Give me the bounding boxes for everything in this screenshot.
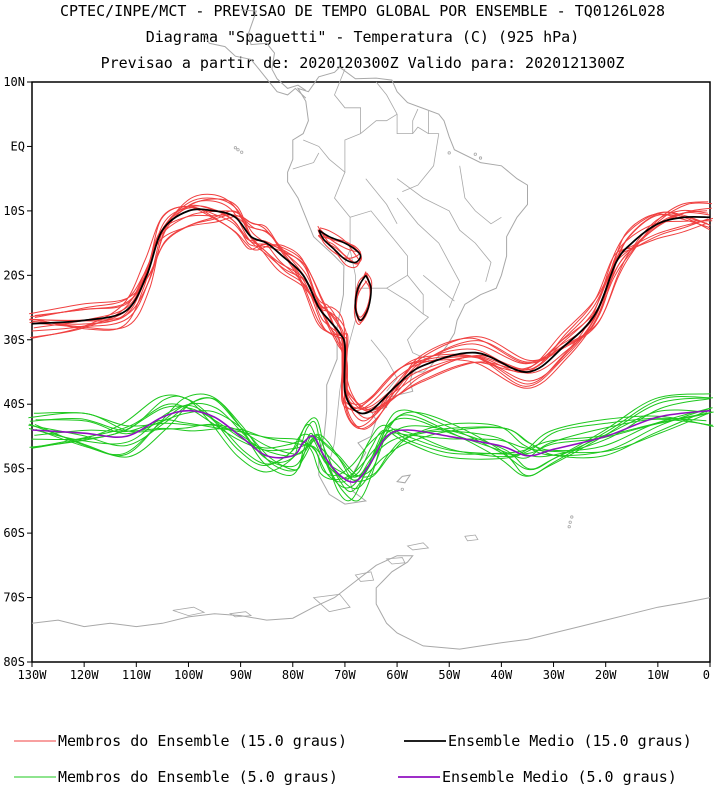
ensemble-member-15-line <box>31 205 713 409</box>
ensemble-mean-15-line <box>31 208 711 415</box>
y-tick-label: 10N <box>3 75 25 89</box>
x-tick-label: 0 <box>703 668 710 682</box>
x-tick-label: 10W <box>647 668 669 682</box>
y-tick-label: 60S <box>3 526 25 540</box>
legend: Membros do Ensemble (15.0 graus) Ensemble… <box>14 732 692 786</box>
ensemble-mean-15-line <box>354 274 372 322</box>
x-tick-label: 110W <box>122 668 152 682</box>
x-tick-label: 120W <box>70 668 100 682</box>
chart-title-line-1: CPTEC/INPE/MCT - PREVISAO DE TEMPO GLOBA… <box>59 2 666 20</box>
ensemble-mean-15-line <box>318 229 362 264</box>
ensemble-member-15-line <box>30 210 708 413</box>
ensemble-member-5-line <box>34 402 708 502</box>
ensemble-member-15-line <box>34 202 712 428</box>
ensemble-member-5-line <box>34 411 713 481</box>
x-tick-label: 130W <box>18 668 48 682</box>
members-15-layer <box>29 193 714 430</box>
y-tick-label: 10S <box>3 204 25 218</box>
ensemble-member-15-line <box>29 204 711 405</box>
y-tick-label: 80S <box>3 655 25 669</box>
ensemble-member-15-line <box>29 207 708 411</box>
ensemble-member-5-line <box>33 407 713 482</box>
plot-frame <box>31 81 711 663</box>
ensemble-member-15-line <box>33 214 714 412</box>
ensemble-member-5-line <box>29 410 708 478</box>
ensemble-member-15-line <box>29 193 711 422</box>
coastline-layer <box>31 9 711 650</box>
y-tick-label: 20S <box>3 268 25 282</box>
chart-title-line-2: Diagrama "Spaguetti" - Temperatura (C) (… <box>145 28 580 46</box>
legend-label: Ensemble Medio (15.0 graus) <box>448 732 692 750</box>
y-tick-label: 50S <box>3 462 25 476</box>
x-tick-label: 50W <box>438 668 460 682</box>
legend-label: Membros do Ensemble (5.0 graus) <box>58 768 338 786</box>
ensemble-member-5-line <box>32 394 707 479</box>
x-tick-label: 30W <box>543 668 565 682</box>
x-tick-label: 100W <box>174 668 204 682</box>
y-tick-label: 40S <box>3 397 25 411</box>
ensemble-member-5-line <box>31 403 714 477</box>
y-tick-label: 30S <box>3 333 25 347</box>
ensemble-mean-layer <box>31 208 711 483</box>
ensemble-member-5-line <box>28 393 711 481</box>
members-5-layer <box>28 393 714 502</box>
x-tick-label: 40W <box>491 668 513 682</box>
y-tick-label: EQ <box>11 139 25 153</box>
legend-label: Ensemble Medio (5.0 graus) <box>442 768 677 786</box>
chart-title-line-3: Previsao a partir de: 2020120300Z Valido… <box>100 54 625 72</box>
ensemble-member-15-line <box>29 200 708 430</box>
x-tick-label: 60W <box>386 668 408 682</box>
x-tick-label: 20W <box>595 668 617 682</box>
ensemble-member-15-line <box>34 198 710 430</box>
ensemble-member-15-line <box>34 197 711 412</box>
legend-label: Membros do Ensemble (15.0 graus) <box>58 732 347 750</box>
x-tick-label: 70W <box>334 668 356 682</box>
y-tick-label: 70S <box>3 591 25 605</box>
x-tick-label: 90W <box>230 668 252 682</box>
x-tick-label: 80W <box>282 668 304 682</box>
ensemble-mean-5-line <box>31 409 711 483</box>
